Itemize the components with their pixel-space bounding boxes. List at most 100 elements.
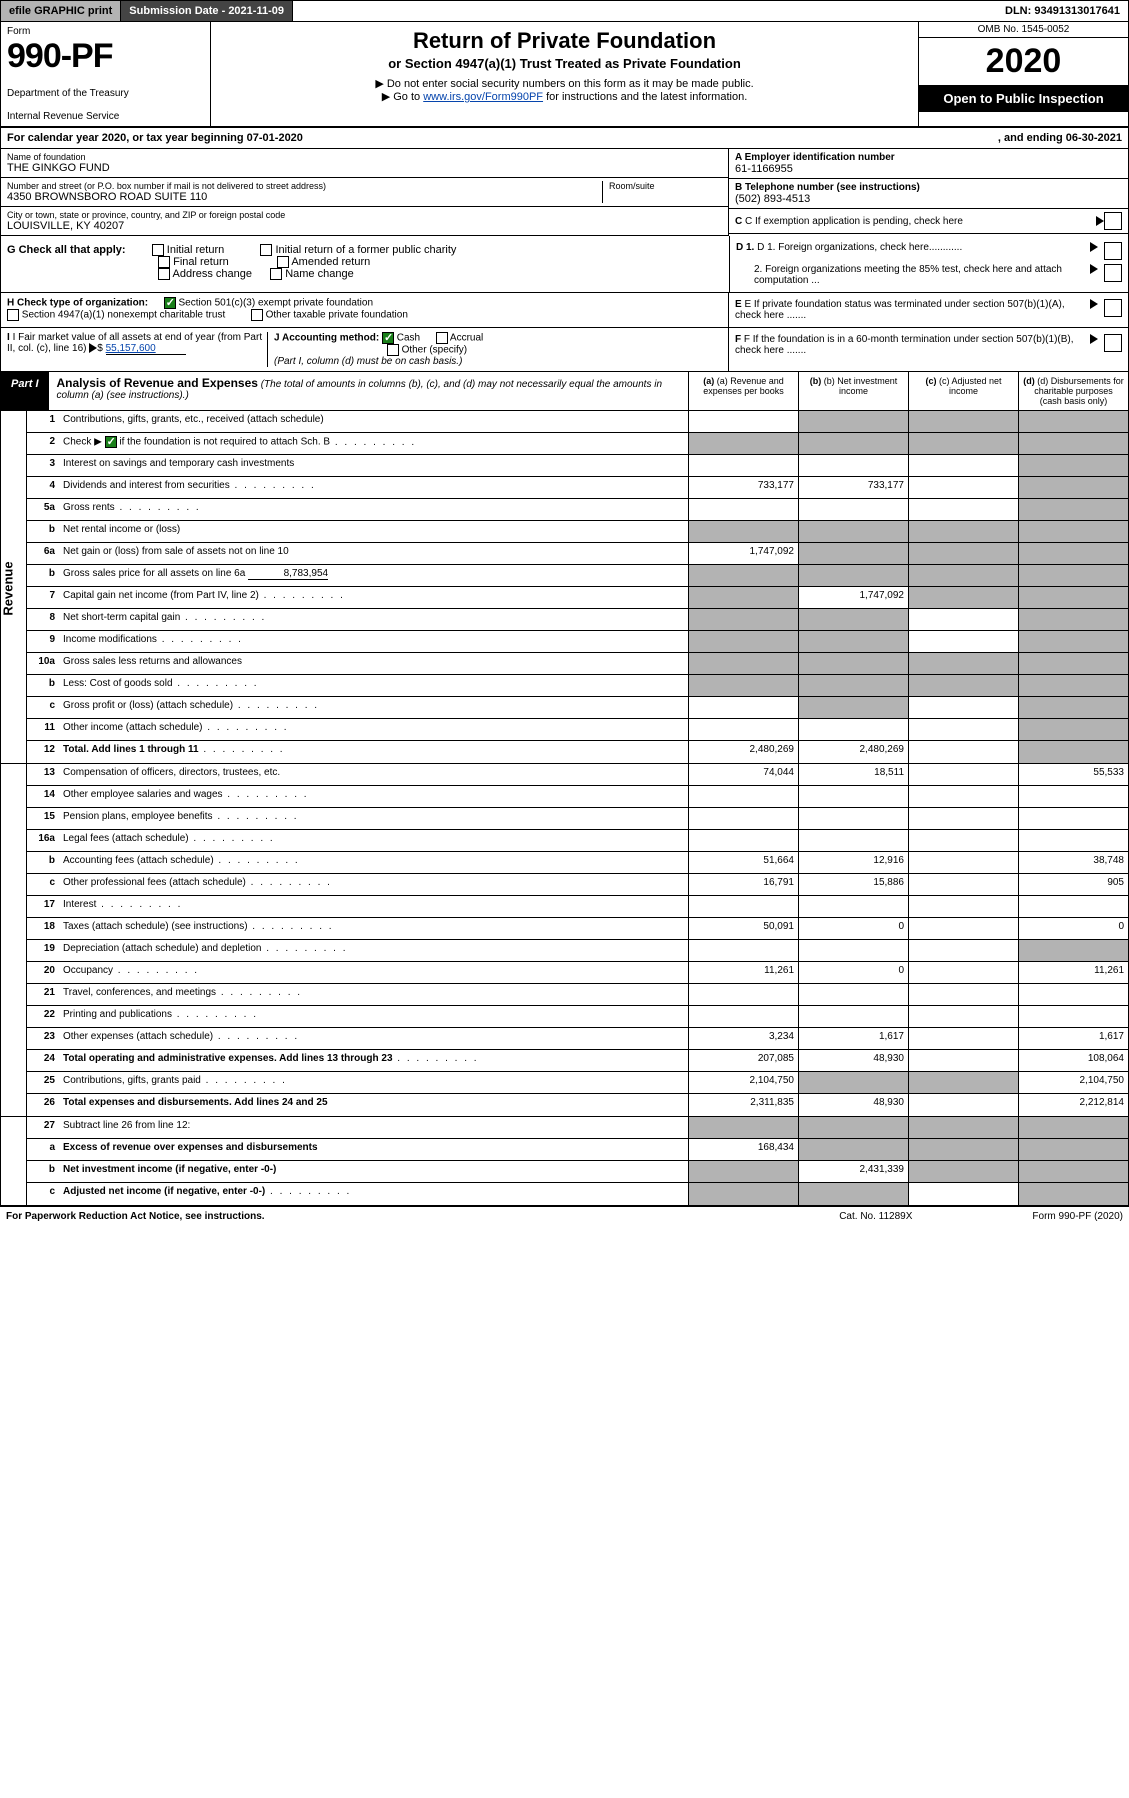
table-row: 11Other income (attach schedule) [27,719,1128,741]
arrow-icon [1090,264,1098,274]
form-title: Return of Private Foundation [219,28,910,54]
dept-treasury: Department of the Treasury [7,88,204,99]
open-inspection-badge: Open to Public Inspection [919,85,1128,112]
e-checkbox[interactable] [1104,299,1122,317]
expenses-side-label: Operating and Administrative Expenses [0,849,1,1095]
f-label: F F If the foundation is in a 60-month t… [735,334,1084,356]
initial-return-checkbox[interactable] [152,244,164,256]
table-row: bNet investment income (if negative, ent… [27,1161,1128,1183]
table-row: bGross sales price for all assets on lin… [27,565,1128,587]
table-row: cOther professional fees (attach schedul… [27,874,1128,896]
c-checkbox[interactable] [1104,212,1122,230]
s501-checkbox[interactable] [164,297,176,309]
entity-info: Name of foundation THE GINKGO FUND Numbe… [0,149,1129,236]
efile-print-button[interactable]: efile GRAPHIC print [1,1,121,21]
d2-label: 2. Foreign organizations meeting the 85%… [736,264,1084,286]
revenue-side-label: Revenue [1,561,16,615]
cat-no: Cat. No. 11289X [839,1211,912,1222]
section-h: H Check type of organization: Section 50… [0,293,1129,328]
initial-former-checkbox[interactable] [260,244,272,256]
phone-label: B Telephone number (see instructions) [735,182,1122,193]
table-row: 20Occupancy11,261011,261 [27,962,1128,984]
table-row: 12Total. Add lines 1 through 112,480,269… [27,741,1128,763]
name-label: Name of foundation [7,152,722,162]
initial-return-label: Initial return [167,244,224,256]
table-row: cGross profit or (loss) (attach schedule… [27,697,1128,719]
form-ref: Form 990-PF (2020) [1032,1211,1123,1222]
other-method-checkbox[interactable] [387,344,399,356]
pra-notice: For Paperwork Reduction Act Notice, see … [6,1211,839,1222]
table-row: 7Capital gain net income (from Part IV, … [27,587,1128,609]
table-row: 9Income modifications [27,631,1128,653]
cal-begin: For calendar year 2020, or tax year begi… [7,132,998,144]
amended-return-checkbox[interactable] [277,256,289,268]
d1-checkbox[interactable] [1104,242,1122,260]
h-label: H Check type of organization: [7,298,148,309]
table-row: 14Other employee salaries and wages [27,786,1128,808]
table-row: 22Printing and publications [27,1006,1128,1028]
table-row: 6aNet gain or (loss) from sale of assets… [27,543,1128,565]
accrual-checkbox[interactable] [436,332,448,344]
phone: (502) 893-4513 [735,193,1122,205]
cash-label: Cash [397,333,420,344]
fmv-link[interactable]: 55,157,600 [106,343,186,355]
j-label: J Accounting method: [274,333,379,344]
table-row: 27Subtract line 26 from line 12: [27,1117,1128,1139]
table-row: bLess: Cost of goods sold [27,675,1128,697]
page-footer: For Paperwork Reduction Act Notice, see … [0,1206,1129,1226]
g-label: G Check all that apply: [7,244,126,256]
schb-checkbox[interactable] [105,436,117,448]
table-row: 19Depreciation (attach schedule) and dep… [27,940,1128,962]
calendar-year-row: For calendar year 2020, or tax year begi… [0,128,1129,149]
d2-checkbox[interactable] [1104,264,1122,282]
line27-section: 27Subtract line 26 from line 12: aExcess… [0,1117,1129,1206]
city: LOUISVILLE, KY 40207 [7,220,722,232]
cal-end: , and ending 06-30-2021 [998,132,1122,144]
table-row: 24Total operating and administrative exp… [27,1050,1128,1072]
s501-label: Section 501(c)(3) exempt private foundat… [178,298,373,309]
other-taxable-checkbox[interactable] [251,309,263,321]
name-change-label: Name change [285,268,354,280]
table-row: 3Interest on savings and temporary cash … [27,455,1128,477]
final-return-checkbox[interactable] [158,256,170,268]
arrow-icon [1096,216,1104,226]
accrual-label: Accrual [450,333,483,344]
irs-link[interactable]: www.irs.gov/Form990PF [423,91,543,103]
ein-label: A Employer identification number [735,152,1122,163]
arrow-icon [1090,299,1098,309]
table-row: 5aGross rents [27,499,1128,521]
final-return-label: Final return [173,256,229,268]
section-g: G Check all that apply: Initial return I… [0,236,1129,293]
omb-number: OMB No. 1545-0052 [919,22,1128,38]
table-row: bNet rental income or (loss) [27,521,1128,543]
submission-date-badge: Submission Date - 2021-11-09 [121,1,293,21]
address-change-label: Address change [173,268,253,280]
form-header: Form 990-PF Department of the Treasury I… [0,22,1129,128]
table-row: 26Total expenses and disbursements. Add … [27,1094,1128,1116]
foundation-name: THE GINKGO FUND [7,162,722,174]
section-ij: I I Fair market value of all assets at e… [0,328,1129,372]
table-row: 13Compensation of officers, directors, t… [27,764,1128,786]
expenses-section: Operating and Administrative Expenses 13… [0,764,1129,1117]
amended-return-label: Amended return [291,256,370,268]
s4947-checkbox[interactable] [7,309,19,321]
address-change-checkbox[interactable] [158,268,170,280]
table-row: cAdjusted net income (if negative, enter… [27,1183,1128,1205]
ein: 61-1166955 [735,163,1122,175]
goto-pre: ▶ Go to [382,91,423,103]
table-row: 17Interest [27,896,1128,918]
table-row: 2Check ▶ if the foundation is not requir… [27,433,1128,455]
other-method-label: Other (specify) [402,345,468,356]
c-label: C C If exemption application is pending,… [735,216,1096,227]
cash-checkbox[interactable] [382,332,394,344]
f-checkbox[interactable] [1104,334,1122,352]
top-bar: efile GRAPHIC print Submission Date - 20… [0,0,1129,22]
table-row: 16aLegal fees (attach schedule) [27,830,1128,852]
table-row: aExcess of revenue over expenses and dis… [27,1139,1128,1161]
name-change-checkbox[interactable] [270,268,282,280]
form-subtitle: or Section 4947(a)(1) Trust Treated as P… [219,56,910,71]
table-row: 21Travel, conferences, and meetings [27,984,1128,1006]
addr-label: Number and street (or P.O. box number if… [7,181,602,191]
initial-former-label: Initial return of a former public charit… [275,244,456,256]
goto-post: for instructions and the latest informat… [543,91,747,103]
